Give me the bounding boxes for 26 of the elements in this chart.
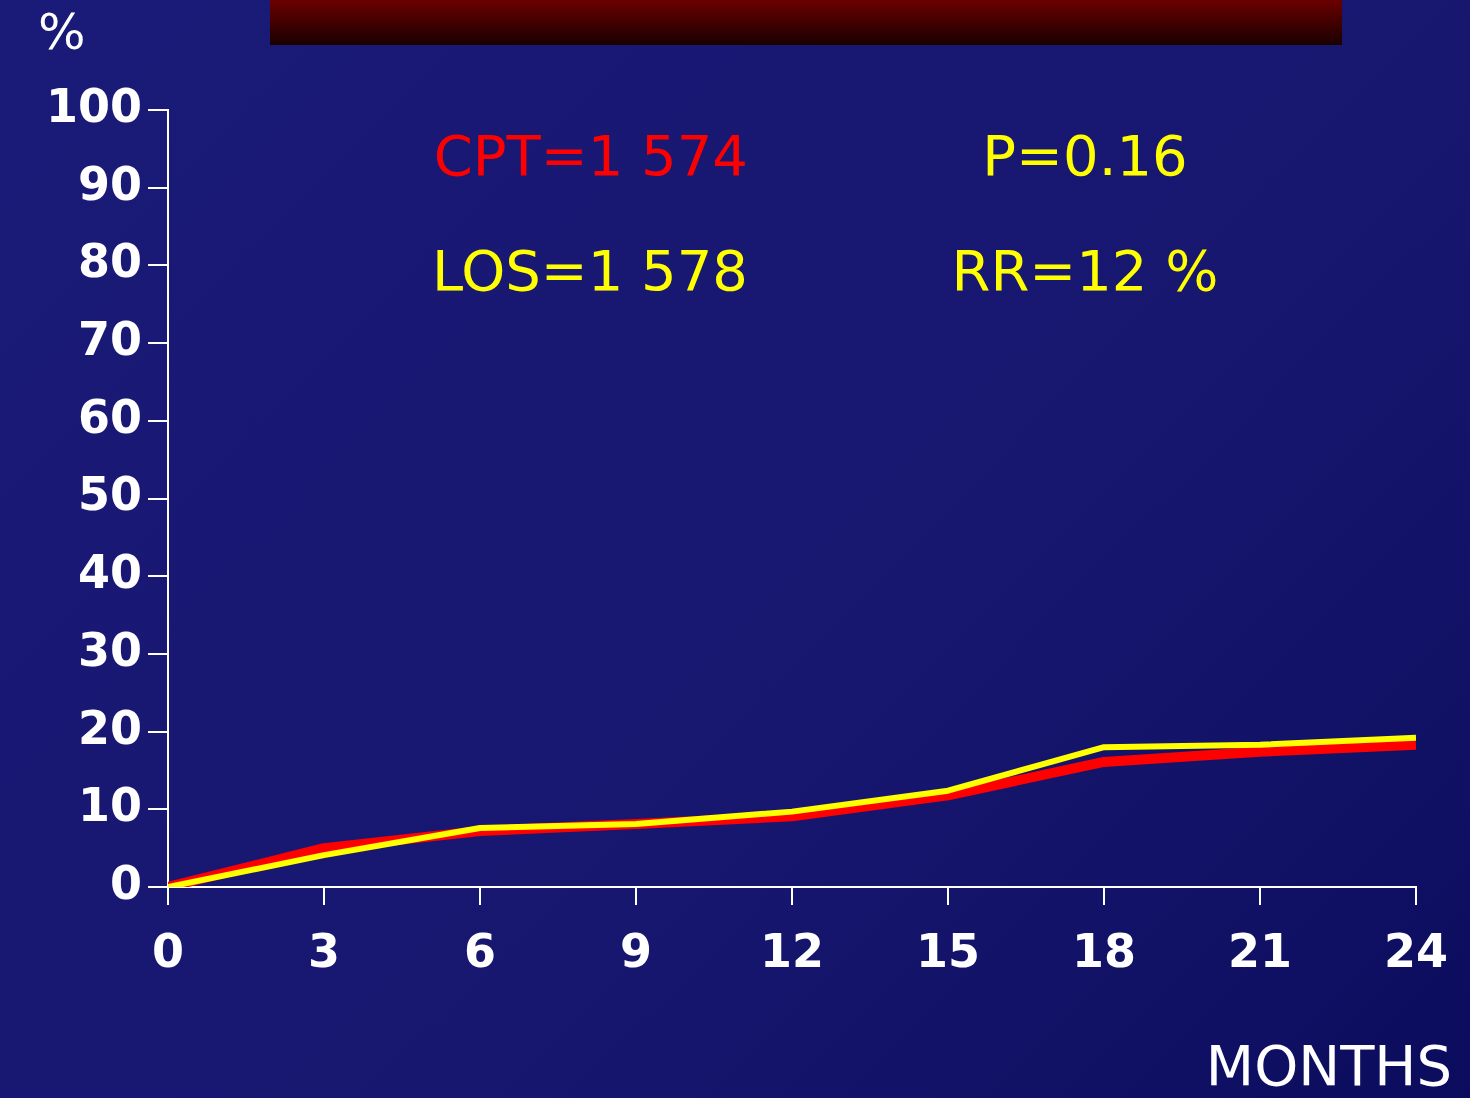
- x-tick-label: 12: [759, 923, 824, 978]
- x-tick-label: 3: [307, 923, 341, 978]
- text: LOS=1 578: [431, 237, 748, 303]
- text: CPT=1 574: [433, 122, 748, 188]
- y-tick-label: 100: [45, 78, 142, 133]
- x-tick-label: 15: [915, 923, 980, 978]
- y-tick-label: 0: [109, 855, 142, 910]
- x-tick-label: 0: [151, 923, 185, 978]
- x-tick-label: 6: [463, 923, 497, 978]
- x-tick-label: 24: [1383, 923, 1448, 978]
- x-tick-label: 9: [619, 923, 653, 978]
- y-tick-label: 10: [77, 778, 142, 833]
- annotation: P=0.16: [982, 122, 1188, 188]
- y-axis-title: %: [38, 2, 86, 61]
- y-tick-label: 70: [77, 312, 142, 367]
- y-tick-label: 40: [77, 545, 142, 600]
- y-tick-label: 80: [77, 234, 142, 289]
- annotation: RR=12 %: [951, 237, 1219, 303]
- x-tick-label: 18: [1071, 923, 1136, 978]
- y-tick-label: 60: [77, 389, 142, 444]
- y-tick-label: 90: [77, 156, 142, 211]
- y-tick-label: 20: [77, 700, 142, 755]
- x-axis-title: MONTHS: [1205, 1032, 1452, 1098]
- y-tick-label: 50: [77, 467, 142, 522]
- y-tick-label: 30: [77, 622, 142, 677]
- x-tick-label: 21: [1227, 923, 1292, 978]
